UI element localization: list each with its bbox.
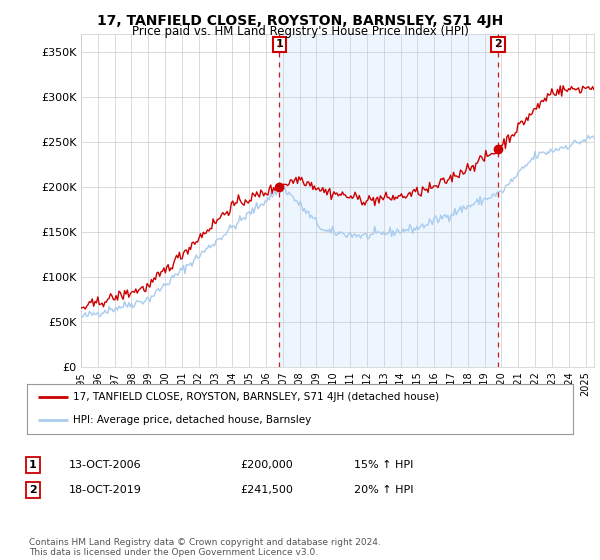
Text: £200,000: £200,000 (240, 460, 293, 470)
Text: 17, TANFIELD CLOSE, ROYSTON, BARNSLEY, S71 4JH: 17, TANFIELD CLOSE, ROYSTON, BARNSLEY, S… (97, 14, 503, 28)
Text: Contains HM Land Registry data © Crown copyright and database right 2024.
This d: Contains HM Land Registry data © Crown c… (29, 538, 380, 557)
Text: 1: 1 (275, 39, 283, 49)
Text: 18-OCT-2019: 18-OCT-2019 (69, 485, 142, 495)
Text: 17, TANFIELD CLOSE, ROYSTON, BARNSLEY, S71 4JH (detached house): 17, TANFIELD CLOSE, ROYSTON, BARNSLEY, S… (73, 392, 440, 402)
Text: £241,500: £241,500 (240, 485, 293, 495)
Text: 20% ↑ HPI: 20% ↑ HPI (354, 485, 413, 495)
Text: 15% ↑ HPI: 15% ↑ HPI (354, 460, 413, 470)
Text: 2: 2 (494, 39, 502, 49)
Text: 1: 1 (29, 460, 37, 470)
Text: 2: 2 (29, 485, 37, 495)
Text: HPI: Average price, detached house, Barnsley: HPI: Average price, detached house, Barn… (73, 416, 311, 426)
Bar (280, 34, 498, 367)
Text: 13-OCT-2006: 13-OCT-2006 (69, 460, 142, 470)
Text: Price paid vs. HM Land Registry's House Price Index (HPI): Price paid vs. HM Land Registry's House … (131, 25, 469, 38)
